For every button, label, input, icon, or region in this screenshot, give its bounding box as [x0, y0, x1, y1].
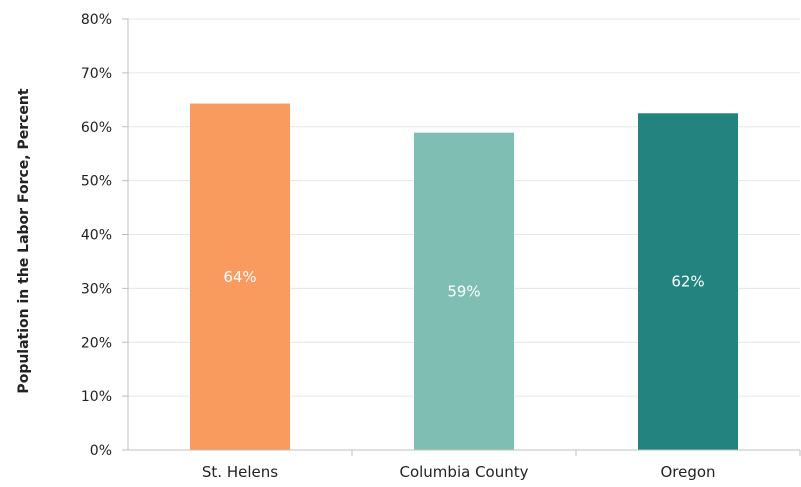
x-category-label: St. Helens [202, 463, 278, 481]
bars [190, 103, 738, 451]
bar [638, 113, 738, 450]
y-tick-label: 0% [90, 443, 112, 459]
y-tick-label: 30% [81, 281, 112, 297]
labels: 0% 10% 20% 30% 40% 50% 60% 70% 80% 64% St. Helens 5… [81, 12, 716, 481]
y-tick-label: 10% [81, 389, 112, 405]
y-tick-label: 60% [81, 120, 112, 136]
data-label: 64% [223, 268, 256, 286]
y-tick-label: 70% [81, 66, 112, 82]
x-category-label: Oregon [660, 463, 715, 481]
y-tick-label: 20% [81, 335, 112, 351]
y-tick-label: 50% [81, 174, 112, 190]
data-label: 62% [671, 273, 704, 291]
y-axis-title: Population in the Labor Force, Percent [16, 88, 32, 393]
axes [122, 18, 801, 456]
bar [414, 132, 514, 450]
y-tick-label: 40% [81, 228, 112, 244]
y-tick-label: 80% [81, 12, 112, 28]
x-category-label: Columbia County [399, 463, 528, 481]
bar [190, 103, 290, 451]
data-label: 59% [447, 282, 480, 300]
